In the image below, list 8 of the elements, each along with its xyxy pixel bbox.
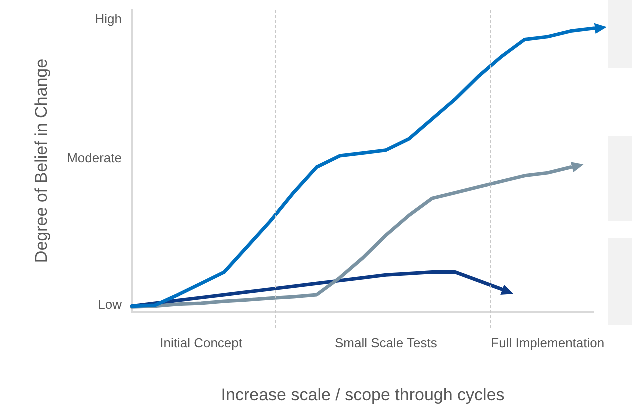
text: Low [98,297,123,312]
y-axis-title: Degree of Belief in Change [32,58,51,264]
x-axis-title: Increase scale / scope through cycles [221,385,505,404]
x-tick-label: Full Implementation [491,335,605,350]
x-tick-label: Small Scale Tests [334,335,438,350]
text: Moderate [67,150,122,166]
text: High [95,12,122,27]
x-tick-label: Initial Concept [160,335,243,350]
